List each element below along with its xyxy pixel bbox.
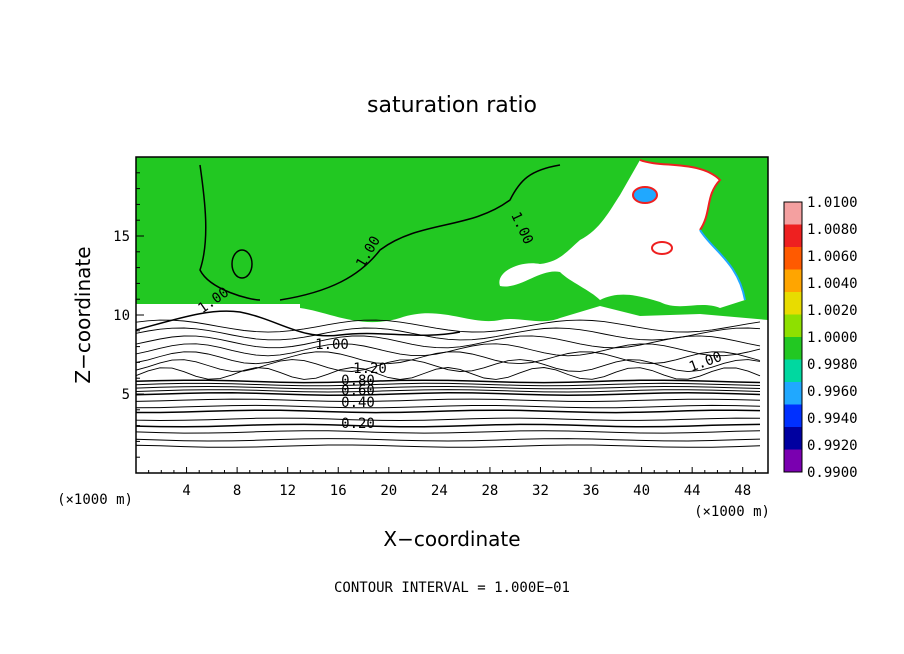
contour-line: [136, 385, 761, 390]
contour-line: [136, 444, 761, 448]
colorbar-swatch: [784, 224, 802, 248]
colorbar-swatch: [784, 314, 802, 338]
x-tick-label: 28: [481, 483, 498, 499]
colorbar-swatch: [784, 359, 802, 383]
x-axis: 4 8 12 16 20 24 28 32 36 40 44 48: [148, 467, 756, 499]
colorbar-swatch: [784, 292, 802, 315]
contour-line: [136, 319, 761, 333]
x-tick-label: 40: [633, 483, 650, 499]
y-axis-label: Z−coordinate: [71, 246, 95, 383]
contour-layers: [136, 319, 761, 448]
contour-line: [136, 343, 761, 357]
colorbar-label: 1.0100: [807, 195, 858, 211]
contour-line: [136, 389, 761, 393]
colorbar-label: 0.9980: [807, 357, 858, 373]
colorbar-label: 0.9940: [807, 411, 858, 427]
contour-line: [136, 438, 761, 442]
x-tick-label: 4: [182, 483, 190, 499]
x-tick-label: 16: [330, 483, 347, 499]
dry-rim: [699, 229, 746, 301]
contour-label: 1.20: [353, 361, 387, 377]
x-units-left: (×1000 m): [57, 492, 133, 508]
chart-title: saturation ratio: [367, 93, 537, 118]
colorbar-label: 1.0000: [807, 330, 858, 346]
x-tick-label: 36: [583, 483, 600, 499]
colorbar-frame: [783, 201, 803, 473]
x-tick-label: 44: [684, 483, 701, 499]
y-axis: 5 10 15: [113, 172, 144, 458]
colorbar-swatch: [784, 404, 802, 428]
y-tick-label: 10: [113, 308, 130, 324]
y-tick-label: 15: [113, 229, 130, 245]
cloud-boundary: [136, 304, 768, 323]
x-tick-label: 12: [279, 483, 296, 499]
contour-line: [136, 392, 761, 396]
colorbar-label: 0.9960: [807, 384, 858, 400]
x-axis-label: X−coordinate: [383, 527, 520, 551]
contour-line: [136, 409, 761, 414]
contour-label: 0.20: [341, 416, 375, 432]
contour-line: [136, 404, 761, 409]
x-tick-label: 32: [532, 483, 549, 499]
dry-patch: [499, 160, 745, 308]
contour-label: 0.40: [341, 395, 375, 411]
contour-line: [136, 310, 461, 337]
colorbar-swatch: [784, 427, 802, 450]
contour-line: [136, 379, 761, 384]
colorbar-label: 0.9900: [807, 465, 858, 481]
y-tick-label: 5: [122, 387, 130, 403]
contour-line: [279, 164, 561, 301]
contour-line: [136, 335, 761, 349]
colorbar-swatch: [784, 449, 802, 473]
dry-cell: [632, 186, 658, 204]
colorbar-swatch: [784, 337, 802, 360]
plot-area: 1.001.001.001.001.200.800.600.400.201.00: [135, 156, 769, 474]
contour-label: 0.80: [341, 373, 375, 389]
x-tick-label: 8: [233, 483, 241, 499]
supersat-cell: [651, 241, 673, 255]
contour-label: 1.00: [315, 337, 349, 353]
colorbar-label: 1.0040: [807, 276, 858, 292]
colorbar-label: 1.0060: [807, 249, 858, 265]
colorbar-swatch: [784, 202, 802, 225]
colorbar-swatch: [784, 382, 802, 405]
x-tick-label: 20: [380, 483, 397, 499]
contour-interval-note: CONTOUR INTERVAL = 1.000E−01: [334, 580, 570, 596]
colorbar-label: 1.0020: [807, 303, 858, 319]
contour-line: [136, 423, 761, 428]
contour-line: [136, 430, 761, 434]
x-tick-label: 24: [431, 483, 448, 499]
contour-line: [136, 398, 761, 403]
colorbar: 1.0100 1.0080 1.0060 1.0040 1.0020 1.0000 0.99…: [783, 195, 858, 481]
colorbar-label: 0.9920: [807, 438, 858, 454]
x-tick-label: 48: [734, 483, 751, 499]
subsaturated-region: [136, 304, 768, 473]
contour-line: [199, 164, 261, 301]
x-units-right: (×1000 m): [694, 504, 770, 520]
contour-loop: [231, 249, 253, 279]
colorbar-swatch: [784, 269, 802, 293]
colorbar-label: 1.0080: [807, 222, 858, 238]
contour-line: [136, 417, 761, 422]
colorbar-swatch: [784, 247, 802, 270]
contour-line: [136, 382, 761, 387]
contour-line: [136, 327, 761, 341]
supersat-rim: [639, 159, 722, 231]
contour-label: 0.60: [341, 383, 375, 399]
